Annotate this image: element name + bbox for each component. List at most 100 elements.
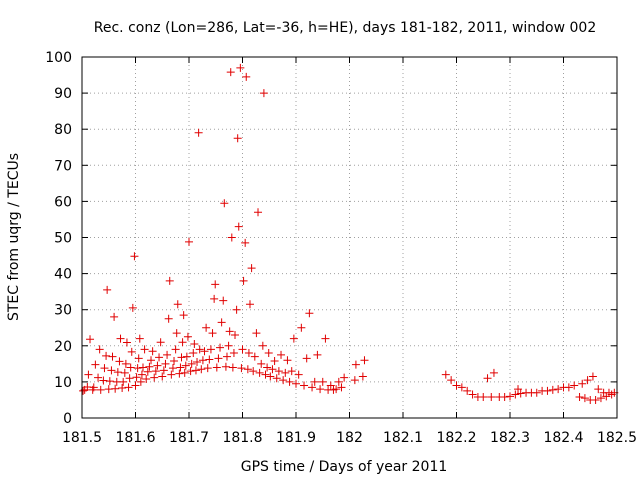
- data-point: [254, 208, 263, 217]
- data-point: [351, 360, 360, 369]
- data-point: [247, 264, 256, 273]
- data-point: [543, 386, 552, 395]
- data-point: [153, 361, 162, 370]
- data-point: [217, 318, 226, 327]
- data-point: [220, 199, 229, 208]
- data-point: [197, 365, 206, 374]
- data-point: [203, 364, 212, 373]
- data-point: [165, 276, 174, 285]
- data-point: [100, 364, 109, 373]
- data-point: [511, 390, 520, 399]
- data-point: [588, 372, 597, 381]
- data-point: [447, 376, 456, 385]
- data-point: [210, 294, 219, 303]
- data-point: [252, 329, 261, 338]
- data-point: [130, 252, 139, 261]
- data-point: [261, 370, 270, 379]
- data-point: [200, 347, 209, 356]
- data-point: [116, 334, 125, 343]
- data-point: [202, 323, 211, 332]
- y-axis-label: STEC from uqrg / TECUs: [6, 153, 22, 321]
- y-tick-label: 80: [54, 122, 72, 138]
- data-point: [274, 367, 283, 376]
- y-tick-labels: 0 10 20 30 40 50 60 70 80 90 100: [45, 50, 72, 427]
- data-point: [181, 361, 190, 370]
- data-point: [250, 352, 259, 361]
- data-point: [237, 364, 246, 373]
- data-point: [115, 357, 124, 366]
- x-tick-label: 182.5: [597, 430, 637, 446]
- data-point: [236, 63, 245, 72]
- data-point: [360, 356, 369, 365]
- data-point: [110, 312, 119, 321]
- data-point: [229, 349, 238, 358]
- data-point: [183, 332, 192, 341]
- data-point: [287, 367, 296, 376]
- data-point: [102, 351, 111, 360]
- data-point: [594, 385, 603, 394]
- data-point: [191, 366, 200, 375]
- data-point: [308, 383, 317, 392]
- data-point: [193, 358, 202, 367]
- data-point: [241, 238, 250, 247]
- data-point: [163, 350, 172, 359]
- data-point: [242, 72, 251, 81]
- x-tick-label: 181.6: [115, 430, 155, 446]
- data-point: [232, 305, 241, 314]
- data-point: [150, 373, 159, 382]
- data-point: [148, 347, 157, 356]
- data-point: [227, 233, 236, 242]
- data-point: [79, 386, 88, 395]
- data-point: [575, 393, 584, 402]
- data-point: [244, 349, 253, 358]
- data-point: [337, 383, 346, 392]
- y-tick-label: 70: [54, 158, 72, 174]
- data-point: [113, 368, 122, 377]
- data-point: [147, 356, 156, 365]
- data-point: [122, 338, 131, 347]
- data-point: [313, 350, 322, 359]
- data-point: [596, 394, 605, 403]
- y-tick-label: 10: [54, 375, 72, 391]
- data-point: [350, 376, 359, 385]
- data-point: [259, 89, 268, 98]
- data-point: [107, 366, 116, 375]
- x-tick-label: 182.3: [490, 430, 530, 446]
- data-point: [167, 370, 176, 379]
- data-point: [294, 370, 303, 379]
- data-point: [84, 370, 93, 379]
- data-point: [226, 68, 235, 77]
- data-point: [143, 367, 152, 376]
- data-point: [514, 385, 523, 394]
- data-point: [479, 393, 488, 402]
- data-point: [214, 354, 223, 363]
- data-point: [126, 363, 135, 372]
- x-tick-labels: 181.5 181.6 181.7 181.8 181.9 182 182.1 182.2 18…: [62, 430, 637, 446]
- data-point: [194, 128, 203, 137]
- data-point: [176, 363, 185, 372]
- data-point: [222, 352, 231, 361]
- x-axis-label: GPS time / Days of year 2011: [241, 459, 448, 475]
- data-point: [268, 365, 277, 374]
- data-point: [161, 359, 170, 368]
- x-tick-label: 181.8: [222, 430, 262, 446]
- data-point: [124, 383, 133, 392]
- data-point: [243, 365, 252, 374]
- data-point: [186, 367, 195, 376]
- data-point: [591, 395, 600, 404]
- data-point: [172, 329, 181, 338]
- y-tick-label: 60: [54, 194, 72, 210]
- y-tick-label: 0: [63, 411, 72, 427]
- x-tick-label: 182.4: [543, 430, 583, 446]
- data-point: [89, 383, 98, 392]
- data-point: [257, 359, 266, 368]
- axis-ticks: [81, 56, 618, 419]
- data-point: [489, 368, 498, 377]
- data-point: [118, 384, 127, 393]
- data-point: [86, 335, 95, 344]
- data-point: [111, 384, 120, 393]
- data-point: [310, 377, 319, 386]
- data-point: [506, 392, 514, 401]
- x-tick-label: 181.5: [62, 430, 102, 446]
- data-point: [277, 350, 286, 359]
